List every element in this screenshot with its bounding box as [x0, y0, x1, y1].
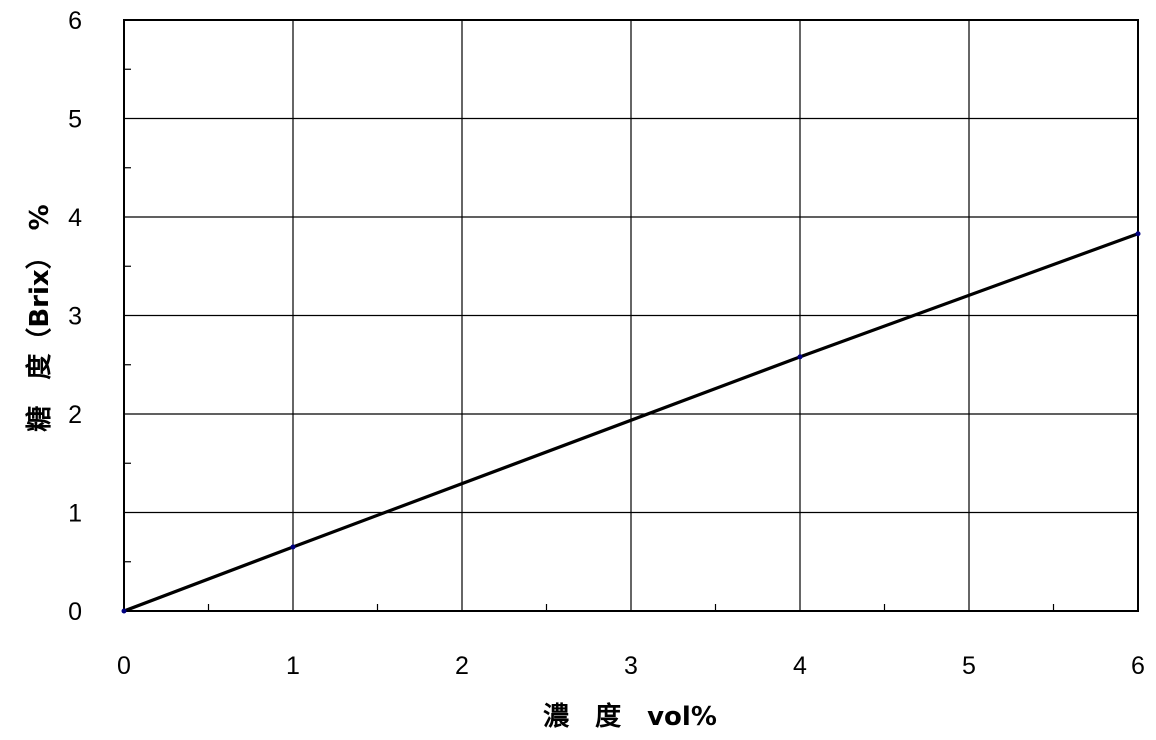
x-tick-label: 3 [624, 652, 638, 680]
series-line-group [121, 231, 1141, 614]
x-tick-label: 5 [962, 652, 976, 680]
x-tick-label: 0 [117, 652, 131, 680]
minor-ticks [124, 68, 1055, 611]
y-tick-label: 0 [68, 598, 82, 626]
data-point [290, 544, 296, 550]
series-line [123, 232, 1139, 613]
y-tick-label: 4 [68, 204, 82, 232]
plot-frame [123, 19, 1139, 612]
x-tick-label: 1 [286, 652, 300, 680]
data-point [1135, 231, 1141, 237]
y-tick-label: 5 [68, 106, 82, 134]
grid [123, 19, 1139, 612]
x-tick-label: 4 [793, 652, 807, 680]
data-point [121, 608, 127, 614]
data-point [797, 354, 803, 360]
x-tick-label: 2 [455, 652, 469, 680]
y-tick-label: 6 [68, 7, 82, 35]
x-axis-title: 濃 度 vol% [543, 701, 717, 732]
y-tick-label: 2 [68, 401, 82, 429]
y-tick-label: 3 [68, 303, 82, 331]
y-tick-labels: 0 1 2 3 4 5 6 [68, 7, 82, 626]
y-tick-label: 1 [68, 500, 82, 528]
y-axis-title: 糖 度（Brix） % [24, 204, 55, 431]
x-tick-labels: 0 1 2 3 4 5 6 [117, 652, 1145, 680]
x-tick-label: 6 [1131, 652, 1145, 680]
